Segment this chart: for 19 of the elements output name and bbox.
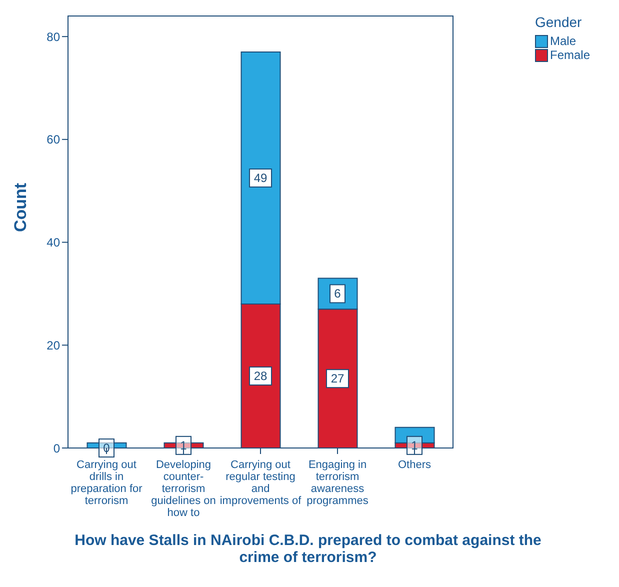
y-tick-label: 20 (46, 338, 60, 352)
legend-label: Male (549, 34, 578, 48)
y-tick-label: 40 (46, 236, 60, 250)
data-label: 6 (334, 286, 342, 301)
y-tick-label: 0 (53, 441, 60, 456)
x-tick-label: Carrying out drills in preparation for terrorism (70, 459, 143, 507)
x-tick-label: Engaging in terrorism awareness programmes (306, 459, 369, 507)
x-tick-label: Developing counter-terrorism guidelines on how to (151, 459, 216, 519)
x-tick-label: Others (398, 459, 432, 471)
data-label: 28 (254, 369, 268, 383)
data-label: 49 (254, 171, 268, 185)
data-label: 27 (330, 372, 344, 386)
y-tick-label: 80 (46, 30, 60, 44)
y-axis-title: Count (11, 182, 30, 232)
x-tick-label: Carrying out regular testing and improvements of (220, 459, 302, 507)
legend-label: Female (549, 48, 592, 62)
y-tick-label: 60 (46, 132, 60, 147)
legend-title: Gender (535, 14, 583, 30)
x-axis-title: How have Stalls in NAirobi C.B.D. prepared to combat against the crime of terrorism? (74, 532, 542, 566)
